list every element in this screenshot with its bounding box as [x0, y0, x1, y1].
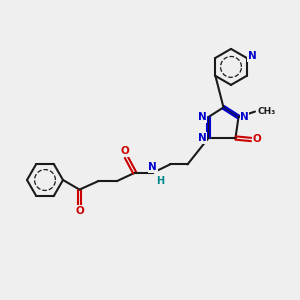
- Text: N: N: [240, 112, 249, 122]
- Text: N: N: [148, 162, 157, 172]
- Text: CH₃: CH₃: [257, 107, 276, 116]
- Text: O: O: [252, 134, 261, 145]
- Text: O: O: [120, 146, 129, 156]
- Text: O: O: [75, 206, 84, 216]
- Text: N: N: [198, 133, 207, 143]
- Text: N: N: [198, 112, 207, 122]
- Text: N: N: [248, 51, 256, 62]
- Text: H: H: [156, 176, 164, 186]
